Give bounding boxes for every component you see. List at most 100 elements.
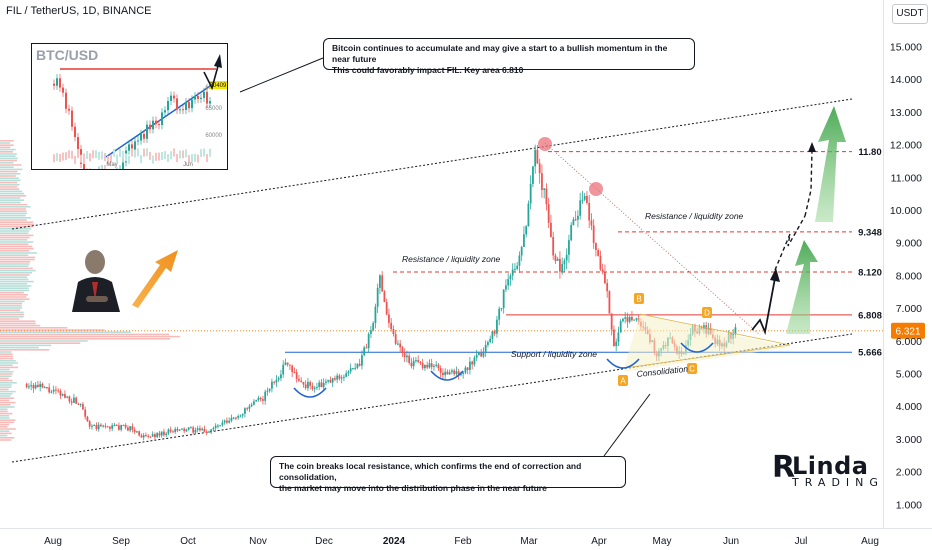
candle-body bbox=[480, 352, 483, 357]
inset-volume-bar bbox=[164, 150, 166, 159]
candle-body bbox=[541, 173, 543, 190]
candle-body bbox=[334, 378, 336, 380]
inset-volume-bar bbox=[140, 155, 142, 164]
candle-body bbox=[412, 360, 415, 367]
candle-body bbox=[61, 394, 64, 396]
forecast-dashed-path bbox=[774, 215, 806, 271]
candle-body bbox=[734, 327, 737, 334]
candle-body bbox=[635, 318, 638, 320]
candle-body bbox=[48, 387, 51, 393]
volume-profile-bar bbox=[0, 340, 88, 342]
candle-body bbox=[178, 429, 181, 431]
volume-profile-bar bbox=[0, 423, 9, 426]
volume-profile-bar bbox=[0, 142, 11, 144]
callout-pointer bbox=[239, 57, 324, 93]
candle-body bbox=[311, 385, 314, 389]
time-tick-label: Dec bbox=[315, 536, 333, 547]
inset-volume-bar bbox=[185, 149, 187, 158]
candle-body bbox=[331, 378, 334, 383]
inset-candle-body bbox=[176, 98, 178, 110]
volume-profile-bar bbox=[0, 324, 41, 327]
volume-profile-bar bbox=[0, 208, 26, 210]
inset-volume-bar bbox=[83, 153, 85, 162]
candle-body bbox=[196, 428, 199, 431]
candle-body bbox=[282, 364, 285, 375]
candle-body bbox=[604, 271, 606, 284]
time-tick-label: Nov bbox=[249, 536, 267, 547]
volume-profile-bar bbox=[0, 393, 13, 395]
candle-body bbox=[327, 379, 330, 382]
volume-profile-bar bbox=[0, 421, 15, 424]
volume-profile-bar bbox=[0, 342, 81, 344]
volume-profile-bar bbox=[0, 155, 16, 157]
inset-volume-bar bbox=[176, 153, 178, 162]
candle-body bbox=[86, 416, 89, 422]
volume-profile-bar bbox=[0, 412, 13, 415]
candle-body bbox=[52, 389, 55, 392]
candle-body bbox=[304, 384, 307, 389]
inset-volume-bar bbox=[158, 152, 160, 161]
candle-body bbox=[550, 222, 552, 237]
inset-candle-body bbox=[65, 92, 67, 109]
inset-volume-bar bbox=[122, 150, 124, 159]
candle-body bbox=[514, 268, 516, 270]
candle-body bbox=[511, 269, 514, 276]
candle-body bbox=[275, 379, 278, 383]
volume-profile-bar bbox=[0, 241, 34, 243]
volume-profile-bar bbox=[0, 234, 34, 237]
candle-body bbox=[358, 363, 361, 366]
candle-body bbox=[365, 347, 368, 349]
candle-body bbox=[133, 429, 136, 433]
candle-body bbox=[271, 381, 273, 389]
candle-body bbox=[163, 431, 165, 436]
volume-profile-bar bbox=[0, 170, 18, 173]
volume-profile-bar bbox=[0, 377, 9, 380]
candle-body bbox=[106, 426, 109, 428]
candle-body bbox=[169, 429, 172, 432]
pattern-badge bbox=[702, 307, 712, 318]
candle-body bbox=[370, 330, 372, 334]
accumulation-arc bbox=[606, 358, 640, 369]
candle-body bbox=[59, 390, 62, 396]
volume-profile-bar bbox=[0, 366, 19, 369]
candle-body bbox=[248, 406, 251, 409]
candle-body bbox=[379, 275, 381, 288]
inset-candle-body bbox=[164, 110, 166, 113]
candle-body bbox=[462, 372, 465, 374]
inset-candle-body bbox=[173, 95, 175, 99]
volume-profile-bar bbox=[0, 197, 21, 199]
candle-body bbox=[156, 433, 159, 438]
inset-volume-bar bbox=[98, 151, 100, 160]
candle-body bbox=[194, 430, 197, 433]
price-tick-label: 14.000 bbox=[890, 74, 922, 86]
candle-body bbox=[464, 367, 467, 373]
volume-profile-bar bbox=[0, 417, 10, 419]
volume-profile-bar bbox=[0, 173, 21, 175]
time-tick-label: Aug bbox=[44, 536, 62, 547]
candle-body bbox=[545, 188, 548, 205]
symbol-title[interactable]: FIL / TetherUS, 1D, BINANCE bbox=[6, 5, 152, 17]
forecast-dashed-path bbox=[804, 149, 813, 217]
candle-body bbox=[183, 428, 186, 432]
inset-volume-bar bbox=[59, 153, 61, 162]
candle-body bbox=[473, 357, 476, 365]
inset-volume-bar bbox=[188, 155, 190, 164]
volume-profile-bar bbox=[0, 432, 12, 435]
inset-volume-bar bbox=[134, 149, 136, 158]
inset-volume-bar bbox=[53, 154, 55, 163]
currency-button[interactable]: USDT bbox=[892, 4, 928, 24]
time-tick-label: May bbox=[653, 536, 672, 547]
volume-profile-bar bbox=[0, 329, 105, 331]
volume-profile-bar bbox=[0, 263, 30, 265]
candle-body bbox=[374, 306, 377, 323]
candle-body bbox=[597, 250, 600, 256]
volume-profile-bar bbox=[0, 261, 31, 263]
note-top: Bitcoin continues to accumulate and may … bbox=[323, 38, 695, 75]
candle-body bbox=[154, 434, 156, 438]
level-label: 11.80 bbox=[858, 147, 881, 158]
candle-body bbox=[277, 378, 280, 380]
price-tick-label: 4.000 bbox=[896, 401, 922, 413]
inset-volume-bar bbox=[167, 154, 169, 163]
volume-profile-bar bbox=[0, 408, 8, 410]
